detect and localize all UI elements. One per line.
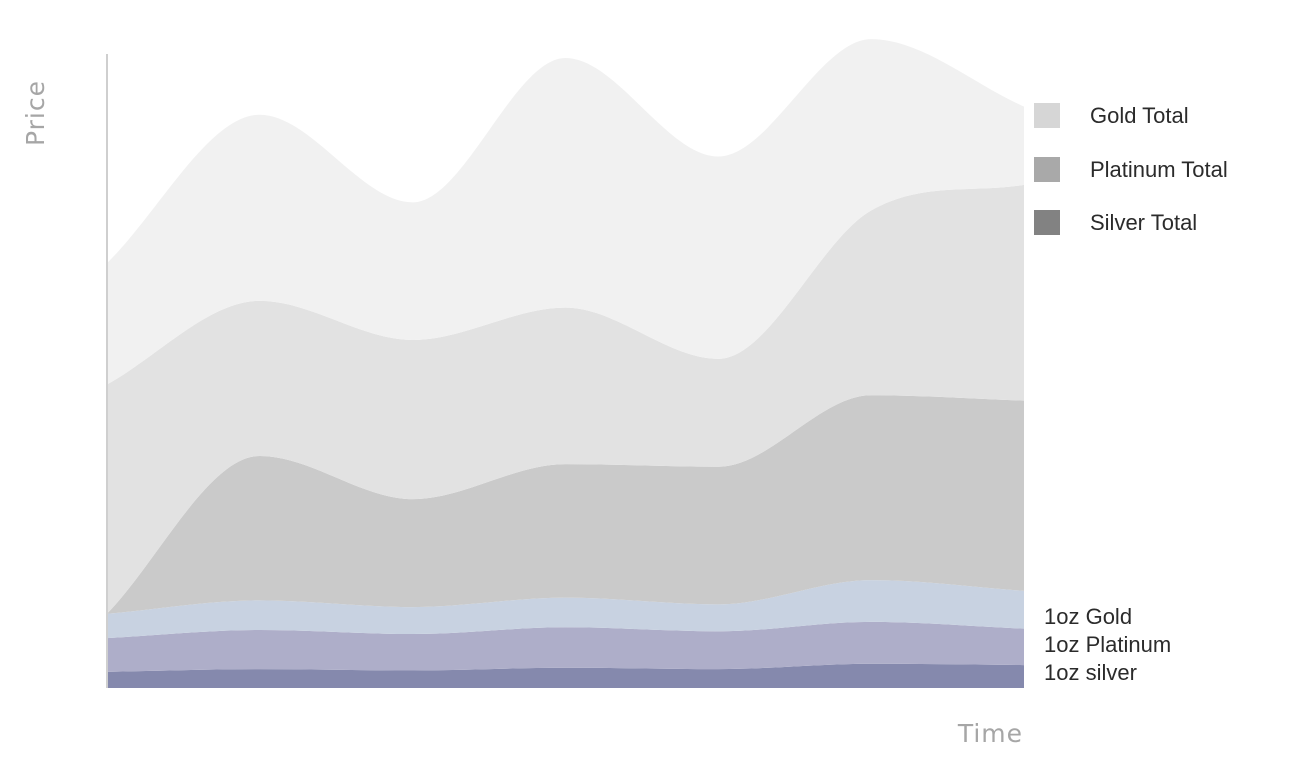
inline-label-1oz-platinum: 1oz Platinum xyxy=(1044,632,1171,657)
area-series-group xyxy=(107,39,1024,688)
legend-swatch-platinum-total xyxy=(1034,157,1060,182)
legend-swatch-silver-total xyxy=(1034,210,1060,235)
legend-label-silver-total: Silver Total xyxy=(1090,210,1197,235)
inline-label-1oz-gold: 1oz Gold xyxy=(1044,604,1132,629)
legend-label-platinum-total: Platinum Total xyxy=(1090,157,1228,182)
legend-swatch-gold-total xyxy=(1034,103,1060,128)
x-axis-title: Time xyxy=(957,719,1023,748)
area-1oz-silver xyxy=(107,663,1024,688)
legend-label-gold-total: Gold Total xyxy=(1090,103,1189,128)
y-axis-title: Price xyxy=(21,80,50,146)
area-1oz-platinum xyxy=(107,621,1024,672)
area-gold-total xyxy=(107,39,1024,385)
inline-series-labels: 1oz Gold 1oz Platinum 1oz silver xyxy=(1044,604,1171,685)
inline-label-1oz-silver: 1oz silver xyxy=(1044,660,1137,685)
area-silver-total xyxy=(107,395,1024,614)
area-1oz-gold xyxy=(107,580,1024,639)
area-platinum-total xyxy=(107,184,1024,614)
legend: Gold Total Platinum Total Silver Total xyxy=(1034,103,1228,235)
